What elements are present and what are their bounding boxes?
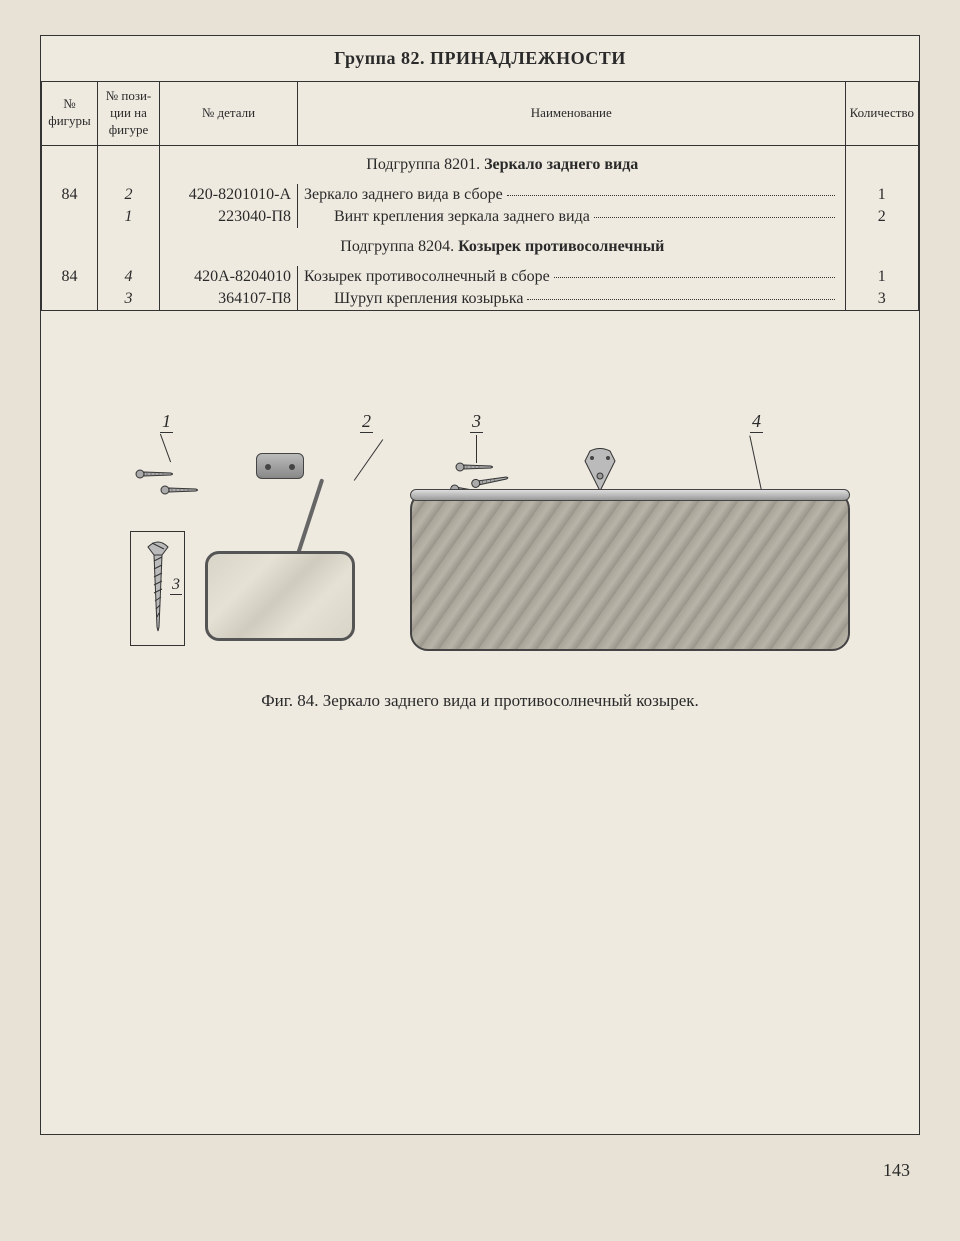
cell-qty: 3	[845, 288, 918, 311]
subgroup-1-row: Подгруппа 8201. Зеркало заднего вида	[42, 145, 919, 184]
parts-table: № фигуры № пози­ции на фигуре № детали Н…	[41, 81, 919, 311]
cell-pos: 1	[98, 206, 160, 228]
cell-qty: 1	[845, 266, 918, 288]
header-name: Наименование	[298, 82, 846, 146]
page-frame: Группа 82. ПРИНАДЛЕЖНОСТИ № фигуры № поз…	[40, 35, 920, 1135]
callout-line-icon	[354, 439, 383, 481]
illustration: 1 2	[90, 411, 870, 671]
cell-qty: 1	[845, 184, 918, 206]
table-header-row: № фигуры № пози­ции на фигуре № детали Н…	[42, 82, 919, 146]
figure-container: 1 2	[41, 311, 919, 731]
screw-small-icon	[455, 459, 493, 469]
cell-part: 420-8201010-А	[160, 184, 298, 206]
cell-name: Винт крепления зеркала заднего вида	[298, 206, 846, 228]
table-row: 1 223040-П8 Винт крепления зеркала задне…	[42, 206, 919, 228]
cell-name: Зеркало заднего вида в сборе	[298, 184, 846, 206]
header-qty: Количество	[845, 82, 918, 146]
cell-part: 420А-8204010	[160, 266, 298, 288]
cell-name: Шуруп крепления козырька	[298, 288, 846, 311]
table-row: 84 2 420-8201010-А Зеркало заднего вида …	[42, 184, 919, 206]
table-row: 3 364107-П8 Шуруп крепления козырька 3	[42, 288, 919, 311]
cell-fig: 84	[42, 266, 98, 288]
cell-pos: 3	[98, 288, 160, 311]
cell-name: Козырек противосолнечный в сборе	[298, 266, 846, 288]
cell-pos: 2	[98, 184, 160, 206]
callout-2: 2	[360, 411, 373, 433]
visor-bar-icon	[410, 489, 850, 501]
mirror-arm-icon	[296, 478, 325, 555]
callout-3: 3	[470, 411, 483, 433]
callout-4: 4	[750, 411, 763, 433]
subgroup-2-title: Козырек противосолнечный	[458, 238, 664, 255]
sun-visor-icon	[410, 491, 850, 651]
screw-large-icon	[144, 539, 172, 634]
cell-fig: 84	[42, 184, 98, 206]
header-part-no: № детали	[160, 82, 298, 146]
header-fig-no: № фигуры	[42, 82, 98, 146]
cell-qty: 2	[845, 206, 918, 228]
subgroup-1-title: Зеркало заднего вида	[484, 156, 638, 173]
header-pos-no: № пози­ции на фигуре	[98, 82, 160, 146]
cell-pos: 4	[98, 266, 160, 288]
cell-part: 364107-П8	[160, 288, 298, 311]
callout-1: 1	[160, 411, 173, 433]
cell-fig	[42, 206, 98, 228]
group-title: Группа 82. ПРИНАДЛЕЖНОСТИ	[41, 36, 919, 81]
cell-part: 223040-П8	[160, 206, 298, 228]
cell-fig	[42, 288, 98, 311]
screw-small-icon	[160, 482, 198, 492]
table-row: 84 4 420А-8204010 Козырек противосолнечн…	[42, 266, 919, 288]
subgroup-2-row: Подгруппа 8204. Козырек противосолнечный	[42, 228, 919, 266]
subgroup-1-prefix: Подгруппа 8201.	[366, 156, 480, 173]
callout-line-icon	[749, 435, 761, 489]
figure-caption: Фиг. 84. Зеркало заднего вида и противос…	[81, 691, 879, 711]
mirror-icon	[205, 551, 355, 641]
mirror-bracket-icon	[256, 453, 304, 479]
callout-line-icon	[160, 433, 171, 462]
page-number: 143	[883, 1160, 910, 1181]
screw-small-icon	[135, 466, 173, 476]
subgroup-2-prefix: Подгруппа 8204.	[340, 238, 454, 255]
callout-3-box: 3	[170, 576, 182, 595]
